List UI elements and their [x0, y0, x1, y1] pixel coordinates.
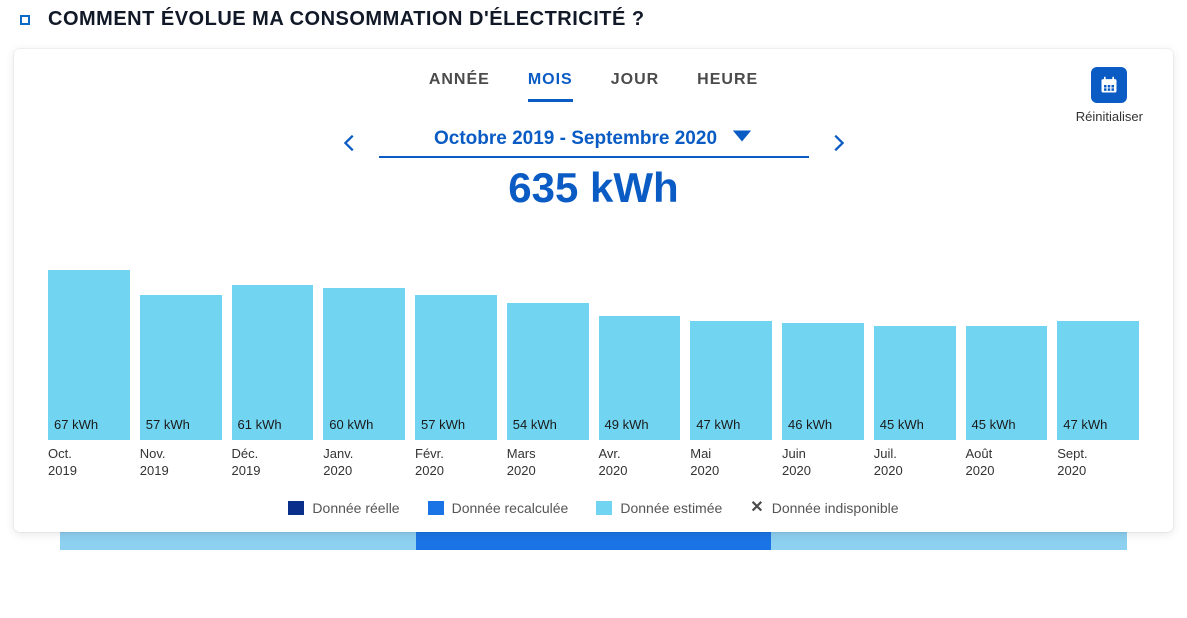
bar[interactable]: 47 kWh [1057, 321, 1139, 440]
tab-année[interactable]: ANNÉE [429, 71, 490, 102]
bar-value-label: 57 kWh [146, 418, 190, 432]
axis-label: Déc.2019 [232, 446, 314, 480]
bar-column: 47 kWh [1057, 321, 1139, 440]
bar-column: 60 kWh [323, 288, 405, 440]
legend-label: Donnée réelle [312, 500, 399, 516]
bar[interactable]: 47 kWh [690, 321, 772, 440]
legend-item: ✕ Donnée indisponible [750, 500, 898, 516]
axis-label: Sept.2020 [1057, 446, 1139, 480]
strip-segment [60, 532, 416, 550]
bullet-icon [20, 15, 30, 25]
bar-value-label: 45 kWh [880, 418, 924, 432]
page-title: COMMENT ÉVOLUE MA CONSOMMATION D'ÉLECTRI… [48, 8, 645, 31]
bar[interactable]: 45 kWh [966, 326, 1048, 440]
period-range-selector[interactable]: Octobre 2019 - Septembre 2020 [434, 128, 753, 150]
period-navigator: Octobre 2019 - Septembre 2020 [40, 126, 1147, 160]
bar-column: 46 kWh [782, 323, 864, 440]
period-range-label: Octobre 2019 - Septembre 2020 [434, 128, 717, 150]
bar[interactable]: 60 kWh [323, 288, 405, 440]
bottom-strip [60, 532, 1127, 550]
legend-label: Donnée indisponible [772, 500, 899, 516]
next-period-button[interactable] [827, 126, 849, 160]
bar-value-label: 47 kWh [696, 418, 740, 432]
total-consumption: 635 kWh [40, 164, 1147, 212]
bar[interactable]: 61 kWh [232, 285, 314, 440]
bar-column: 47 kWh [690, 321, 772, 440]
bar[interactable]: 46 kWh [782, 323, 864, 440]
bar-column: 54 kWh [507, 303, 589, 440]
legend-label: Donnée estimée [620, 500, 722, 516]
axis-label: Mars2020 [507, 446, 589, 480]
tab-jour[interactable]: JOUR [611, 71, 659, 102]
legend-item: Donnée réelle [288, 500, 399, 516]
legend-swatch [596, 501, 612, 515]
strip-segment [771, 532, 1127, 550]
caret-down-icon [731, 128, 753, 150]
page-header: COMMENT ÉVOLUE MA CONSOMMATION D'ÉLECTRI… [0, 0, 1187, 39]
bar-column: 57 kWh [140, 295, 222, 440]
bar-value-label: 49 kWh [605, 418, 649, 432]
consumption-card: Réinitialiser ANNÉE MOIS JOUR HEURE Octobre… [14, 49, 1173, 532]
axis-label: Mai2020 [690, 446, 772, 480]
bar-column: 67 kWh [48, 270, 130, 440]
bar[interactable]: 54 kWh [507, 303, 589, 440]
bar-value-label: 61 kWh [238, 418, 282, 432]
period-center: Octobre 2019 - Septembre 2020 [379, 128, 809, 158]
reset-label: Réinitialiser [1076, 109, 1143, 124]
bar[interactable]: 67 kWh [48, 270, 130, 440]
consumption-bar-chart: 67 kWh 57 kWh 61 kWh 60 kWh 57 kWh 54 kWh 49 k… [40, 240, 1147, 440]
axis-label: Nov.2019 [140, 446, 222, 480]
bar[interactable]: 45 kWh [874, 326, 956, 440]
axis-label: Janv.2020 [323, 446, 405, 480]
bar-value-label: 67 kWh [54, 418, 98, 432]
bar[interactable]: 57 kWh [140, 295, 222, 440]
axis-label: Oct.2019 [48, 446, 130, 480]
bar-value-label: 45 kWh [972, 418, 1016, 432]
bar-column: 49 kWh [599, 316, 681, 440]
legend-swatch [288, 501, 304, 515]
bar-value-label: 57 kWh [421, 418, 465, 432]
bar-value-label: 46 kWh [788, 418, 832, 432]
legend-item: Donnée recalculée [428, 500, 569, 516]
legend-swatch [428, 501, 444, 515]
axis-label: Août2020 [966, 446, 1048, 480]
axis-label: Juil.2020 [874, 446, 956, 480]
granularity-tabs: ANNÉE MOIS JOUR HEURE [40, 71, 1147, 102]
period-underline [379, 156, 809, 158]
legend-label: Donnée recalculée [452, 500, 569, 516]
bar-value-label: 47 kWh [1063, 418, 1107, 432]
bar-column: 57 kWh [415, 295, 497, 440]
tab-mois[interactable]: MOIS [528, 71, 573, 102]
x-icon: ✕ [750, 500, 763, 516]
bar-column: 61 kWh [232, 285, 314, 440]
axis-label: Avr.2020 [599, 446, 681, 480]
bar-column: 45 kWh [966, 326, 1048, 440]
axis-label: Juin2020 [782, 446, 864, 480]
chart-legend: Donnée réelle Donnée recalculée Donnée est… [40, 500, 1147, 516]
chart-x-axis: Oct.2019 Nov.2019 Déc.2019 Janv.2020 Févr.20… [40, 440, 1147, 480]
bar[interactable]: 57 kWh [415, 295, 497, 440]
tab-heure[interactable]: HEURE [697, 71, 758, 102]
bar-value-label: 54 kWh [513, 418, 557, 432]
bar-column: 45 kWh [874, 326, 956, 440]
bar-value-label: 60 kWh [329, 418, 373, 432]
legend-item: Donnée estimée [596, 500, 722, 516]
axis-label: Févr.2020 [415, 446, 497, 480]
strip-segment [416, 532, 772, 550]
prev-period-button[interactable] [339, 126, 361, 160]
bar[interactable]: 49 kWh [599, 316, 681, 440]
